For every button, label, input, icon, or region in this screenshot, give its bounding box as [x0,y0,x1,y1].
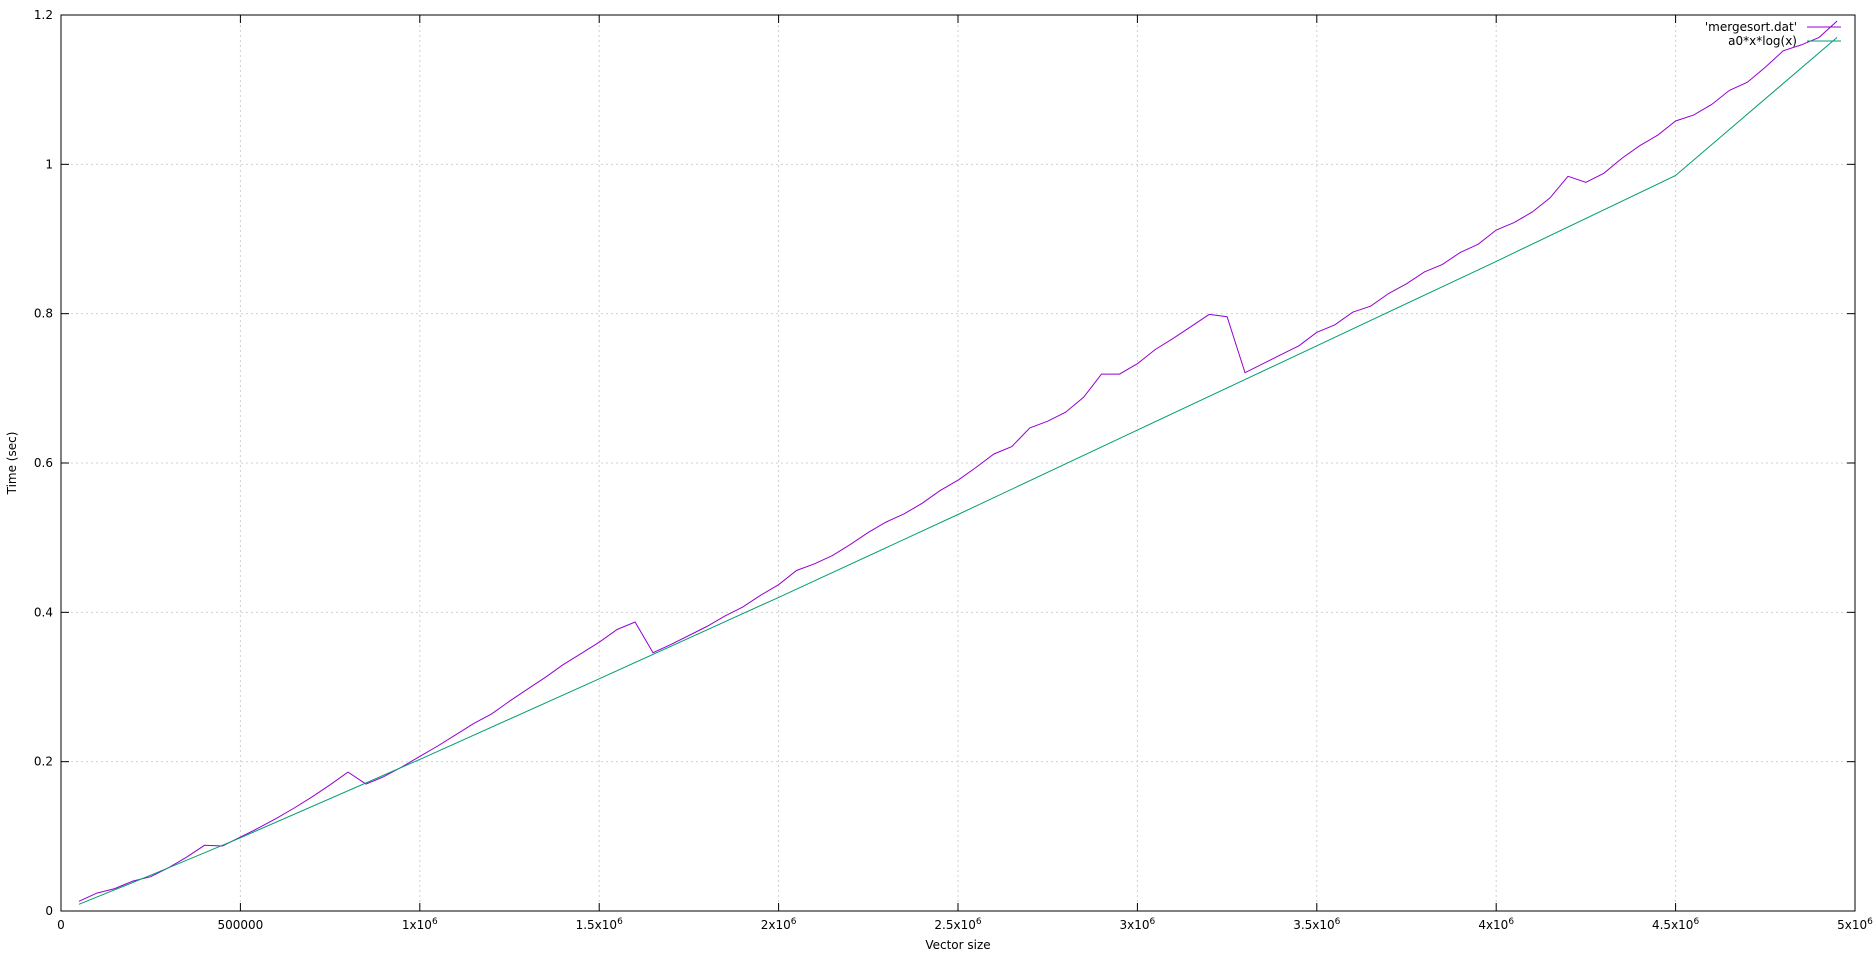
y-tick-label: 0 [45,904,53,918]
y-tick-label: 0.6 [34,456,53,470]
legend-label: a0*x*log(x) [1728,34,1797,48]
legend: 'mergesort.dat'a0*x*log(x) [1705,20,1841,48]
x-tick-label-exponent: 6 [1508,917,1514,927]
x-tick-label: 2x106 [761,917,797,932]
x-tick-label-base: 4x10 [1478,918,1508,932]
x-tick-label-base: 1x10 [402,918,432,932]
x-tick-label-exponent: 6 [1867,917,1873,927]
x-tick-label-exponent: 6 [1335,917,1341,927]
x-tick-label-exponent: 6 [976,917,982,927]
x-tick-label: 500000 [217,918,263,932]
y-tick-label: 0.8 [34,307,53,321]
x-tick-label-base: 2.5x10 [934,918,975,932]
y-tick-label: 1 [45,157,53,171]
x-tick-label: 1x106 [402,917,438,932]
x-tick-label-base: 500000 [217,918,263,932]
x-tick-label-exponent: 6 [617,917,623,927]
x-tick-label: 5x106 [1837,917,1873,932]
series-layer [78,20,1838,905]
x-tick-label-exponent: 6 [791,917,797,927]
series-line-0 [78,20,1838,902]
x-axis-title: Vector size [925,938,990,952]
x-tick-label: 3.5x106 [1293,917,1340,932]
legend-label: 'mergesort.dat' [1705,20,1797,34]
x-tick-label-base: 3x10 [1120,918,1150,932]
y-tick-label: 0.2 [34,755,53,769]
series-line-1 [78,37,1838,905]
x-tick-label-exponent: 6 [1693,917,1699,927]
x-tick-label-base: 1.5x10 [576,918,617,932]
x-tick-label-base: 4.5x10 [1652,918,1693,932]
y-tick-label: 0.4 [34,605,53,619]
tick-layer [60,14,1856,912]
x-tick-label: 4x106 [1478,917,1514,932]
plot-frame [60,14,1856,912]
y-tick-label: 1.2 [34,8,53,22]
label-layer: 00.20.40.60.811.20 500000 1x106 1.5x106 2x10… [34,8,1873,932]
x-tick-label-base: 2x10 [761,918,791,932]
x-tick-label-base: 3.5x10 [1293,918,1334,932]
y-axis-title: Time (sec) [5,432,19,496]
x-tick-label-exponent: 6 [432,917,438,927]
x-tick-label: 1.5x106 [576,917,623,932]
grid-layer [61,15,1855,911]
x-tick-label: 0 [57,918,65,932]
x-tick-label: 4.5x106 [1652,917,1699,932]
x-tick-label: 2.5x106 [934,917,981,932]
x-tick-label-base: 0 [57,918,65,932]
x-tick-label: 3x106 [1120,917,1156,932]
x-tick-label-base: 5x10 [1837,918,1867,932]
x-tick-label-exponent: 6 [1150,917,1156,927]
